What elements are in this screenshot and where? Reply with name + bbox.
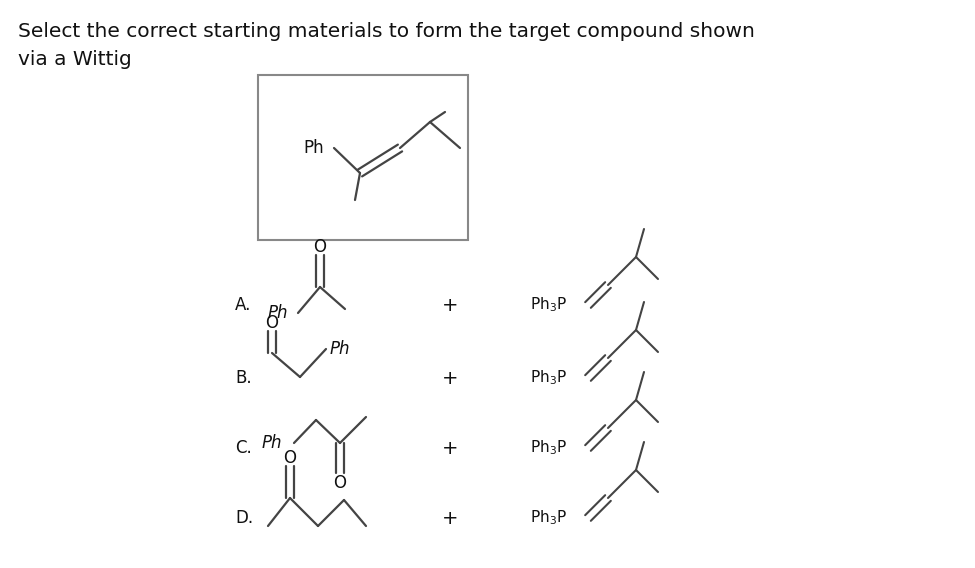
Text: O: O bbox=[265, 314, 279, 332]
Text: Ph$_3$P: Ph$_3$P bbox=[530, 438, 567, 457]
Text: B.: B. bbox=[235, 369, 252, 387]
Text: Ph: Ph bbox=[303, 139, 324, 157]
Text: Ph$_3$P: Ph$_3$P bbox=[530, 296, 567, 314]
Text: +: + bbox=[442, 508, 458, 528]
Text: via a Wittig: via a Wittig bbox=[18, 50, 132, 69]
Text: +: + bbox=[442, 438, 458, 457]
Text: O: O bbox=[284, 449, 296, 467]
Text: Ph$_3$P: Ph$_3$P bbox=[530, 369, 567, 387]
Text: Ph$_3$P: Ph$_3$P bbox=[530, 509, 567, 527]
Text: D.: D. bbox=[235, 509, 254, 527]
Text: O: O bbox=[314, 238, 327, 256]
Text: C.: C. bbox=[235, 439, 252, 457]
Text: Select the correct starting materials to form the target compound shown: Select the correct starting materials to… bbox=[18, 22, 755, 41]
Text: +: + bbox=[442, 295, 458, 315]
Text: A.: A. bbox=[235, 296, 252, 314]
Text: Ph: Ph bbox=[268, 304, 289, 322]
Bar bbox=[258, 75, 468, 240]
Text: O: O bbox=[333, 474, 346, 492]
Text: +: + bbox=[442, 369, 458, 387]
Text: Ph: Ph bbox=[262, 434, 283, 452]
Text: Ph: Ph bbox=[330, 340, 350, 358]
